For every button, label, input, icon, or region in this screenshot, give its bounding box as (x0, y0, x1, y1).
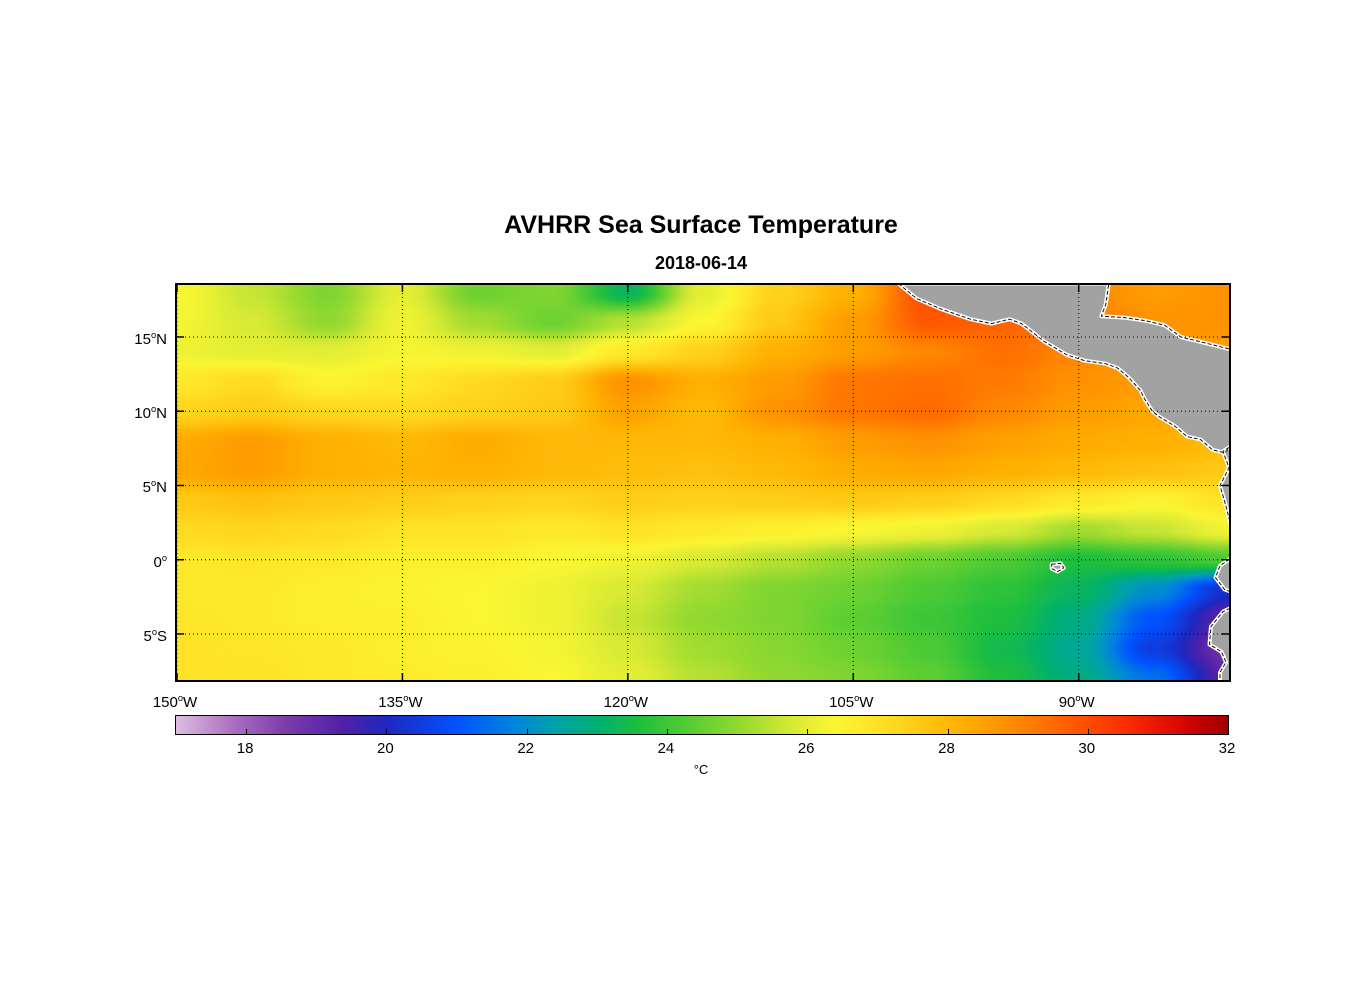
colorbar-tick (666, 729, 668, 734)
lat-tick-label: 5oN (142, 478, 167, 497)
colorbar-gradient (176, 716, 1228, 734)
colorbar-tick (526, 729, 528, 734)
colorbar-tick-label: 28 (938, 740, 955, 757)
lat-tick-label: 10oN (134, 404, 167, 423)
colorbar-tick (1228, 729, 1229, 734)
land-polygon-ecuador-coast (1213, 557, 1229, 594)
lon-tick-label: 135oW (378, 693, 423, 711)
colorbar-tick-label: 20 (377, 740, 394, 757)
land-polygon-central-america (897, 285, 1229, 455)
land-polygon-galapagos-islands (1049, 561, 1066, 574)
colorbar-tick-label: 22 (517, 740, 534, 757)
coastline (1214, 558, 1229, 592)
figure-title: AVHRR Sea Surface Temperature (504, 211, 898, 239)
colorbar-tick (1087, 729, 1089, 734)
lat-tick-label: 15oN (134, 329, 167, 348)
colorbar-unit-label: °C (693, 762, 709, 777)
colorbar-tick (947, 729, 949, 734)
coastline (899, 285, 1229, 454)
sst-heatmap-canvas (177, 285, 1229, 680)
colorbar-tick-label: 24 (657, 740, 675, 757)
colorbar-tick-label: 18 (236, 740, 254, 757)
colorbar-tick (386, 729, 388, 734)
map-overlay-svg (177, 285, 1229, 680)
colorbar-tick-label: 26 (797, 740, 815, 757)
land-polygon-peru-coast (1207, 606, 1229, 680)
sst-map (175, 283, 1231, 682)
lat-tick-label: 5oS (143, 626, 167, 645)
lon-tick-label: 105oW (829, 693, 874, 711)
colorbar (175, 715, 1229, 735)
coastline (1219, 446, 1229, 521)
figure-subtitle: 2018-06-14 (654, 253, 748, 273)
lon-tick-label: 150oW (152, 693, 198, 711)
lon-tick-label: 120oW (603, 693, 649, 711)
coastline (1051, 562, 1065, 573)
colorbar-tick (807, 729, 809, 734)
colorbar-tick-label: 32 (1218, 740, 1236, 757)
lon-tick-label: 90oW (1058, 693, 1095, 711)
lat-tick-label: 0o (153, 552, 167, 571)
colorbar-tick (246, 729, 248, 734)
colorbar-tick-label: 30 (1078, 740, 1096, 757)
